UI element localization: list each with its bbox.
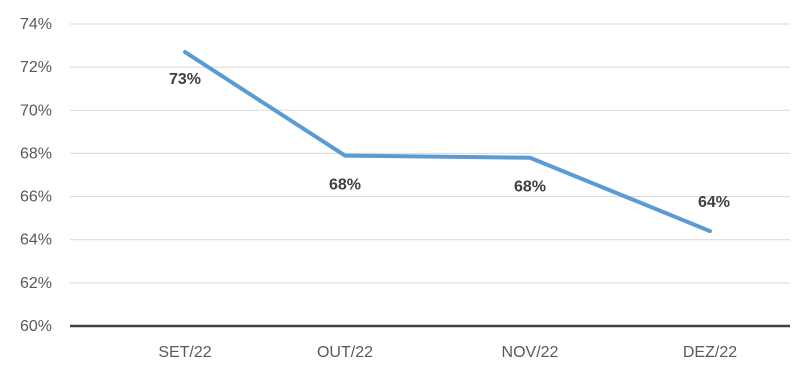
y-tick-label: 64% [20,232,52,249]
data-label: 64% [698,194,730,211]
y-tick-label: 70% [20,102,52,119]
y-tick-label: 60% [20,318,52,335]
x-category-label: NOV/22 [502,344,559,361]
series-lines [183,50,712,234]
y-tick-label: 62% [20,275,52,292]
y-tick-label: 74% [20,16,52,33]
data-labels: 73% 68% 68% 64% [169,71,730,211]
data-label: 73% [169,71,201,88]
y-tick-label: 72% [20,59,52,76]
series-line [183,50,712,234]
data-label: 68% [514,179,546,196]
y-axis-tick-labels: 60% 62% 64% 66% 68% 70% 72% 74% [20,16,52,335]
gridlines [70,23,790,284]
x-axis-category-labels: SET/22 OUT/22 NOV/22 DEZ/22 [158,344,737,361]
x-category-label: SET/22 [158,344,211,361]
y-tick-label: 66% [20,189,52,206]
x-category-label: OUT/22 [317,344,373,361]
data-label: 68% [329,177,361,194]
y-tick-label: 68% [20,145,52,162]
x-category-label: DEZ/22 [683,344,737,361]
